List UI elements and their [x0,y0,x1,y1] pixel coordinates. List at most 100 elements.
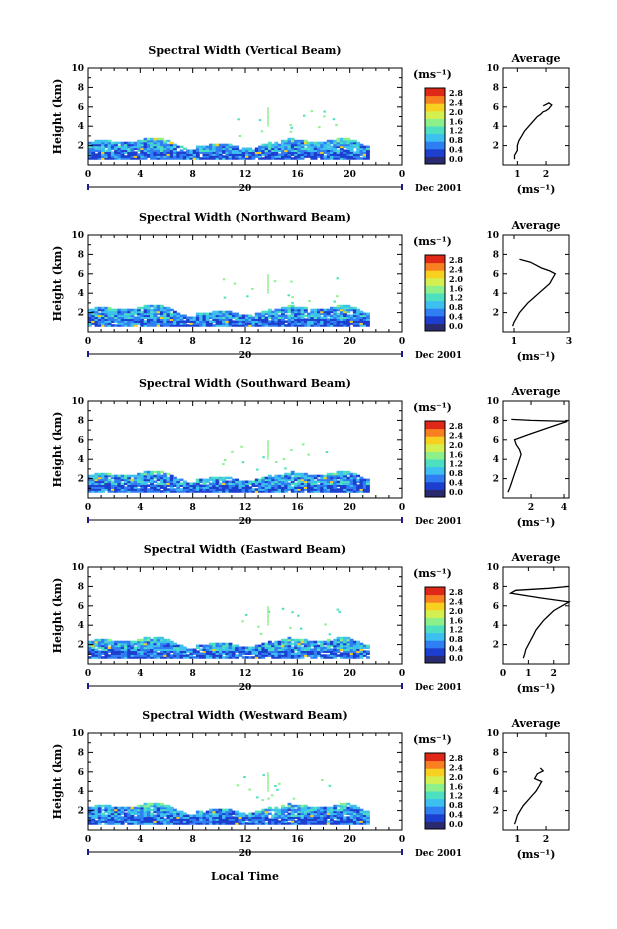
heatmap-cell [120,806,125,810]
heatmap-cell [313,656,318,659]
heatmap-cell [195,486,200,489]
heatmap-cell [317,320,321,323]
heatmap-cell [137,650,141,653]
heatmap-cell [153,141,158,145]
heatmap-cell [189,490,194,493]
heatmap-cell [362,318,367,321]
heatmap-cell [317,474,321,478]
heatmap-cell [133,650,138,653]
heatmap-cell [326,143,331,147]
heatmap-cell [107,320,112,323]
colorbar-frame [424,420,446,498]
heatmap-cell [124,324,128,327]
heatmap-cell [94,640,99,644]
heatmap-cell [297,648,302,652]
heatmap-cell [346,145,351,149]
heatmap-cell [248,820,253,823]
heatmap-cell [223,459,227,461]
heatmap-cell [339,316,344,320]
heatmap-cell [209,644,213,648]
heatmap-cell [176,320,181,323]
heatmap-cell [346,143,351,147]
heatmap-cell [143,141,148,145]
heatmap-cell [326,820,331,823]
heatmap-cell [146,814,151,818]
heatmap-cell [284,640,289,644]
heatmap-cell [336,308,341,312]
heatmap-cell [326,648,331,652]
heatmap-cell [277,486,282,489]
heatmap-cell [262,774,265,777]
heatmap-cell [222,463,225,466]
heatmap-cell [333,151,338,154]
heatmap-cell [310,312,315,316]
heatmap-cell [94,810,99,814]
profile-x-tick-label: 1 [511,337,517,347]
heatmap-cell [218,147,223,151]
heatmap-cell [241,314,246,318]
heatmap-cell [146,310,151,314]
heatmap-cell [120,484,125,487]
heatmap-cell [349,141,354,145]
colorbar-segment [425,148,445,157]
heatmap-cell [124,308,128,312]
heatmap-cell [127,650,132,653]
heatmap-cell [238,157,243,160]
heatmap-cell [160,322,164,325]
colorbar-tick-label: 2.8 [449,255,463,265]
heatmap-cell [241,646,246,650]
heatmap-cell [300,157,305,160]
heatmap-cell [356,822,361,825]
heatmap-cell [169,816,174,819]
heatmap-cell [307,476,311,480]
heatmap-cell [231,145,236,149]
heatmap-cell [333,147,338,151]
heatmap-cell [303,644,308,648]
heatmap-cell [241,818,246,821]
heatmap-cell [97,816,102,819]
heatmap-cell [228,490,233,493]
heatmap-cell [209,149,213,153]
heatmap-cell [222,320,226,323]
heatmap-cell [317,654,321,657]
heatmap-cell [326,151,331,154]
heatmap-cell [297,816,302,819]
heatmap-cell [146,153,151,156]
heatmap-cell [297,153,302,156]
heatmap-cell [97,149,102,153]
heatmap-cell [176,648,181,652]
heatmap-cell [303,814,308,818]
heatmap-cell [91,322,96,325]
heatmap-cell [120,642,125,646]
heatmap-cell [114,652,119,655]
heatmap-cell [267,784,269,787]
heatmap-cell [320,478,325,482]
heatmap-cell [238,320,243,323]
heatmap-cell [343,324,347,327]
heatmap-cell [258,650,262,653]
heatmap-cell [267,648,272,652]
heatmap-cell [156,646,161,650]
heatmap-cell [176,818,181,821]
heatmap-cell [140,316,145,320]
x-tick-label: 0 [399,337,405,347]
heatmap-cell [189,822,194,825]
heatmap-cell [284,147,289,151]
heatmap-cell [277,650,282,653]
heatmap-cell [349,314,354,318]
heatmap-cell [310,314,315,318]
heatmap-cell [143,476,148,480]
heatmap-cell [284,320,289,323]
heatmap-cell [130,652,135,655]
heatmap-cell [199,316,204,320]
heatmap-cell [101,640,105,644]
heatmap-cell [127,474,132,478]
heatmap-cell [110,324,115,327]
heatmap-cell [212,314,217,318]
heatmap-cell [264,310,269,314]
profile-line [507,418,568,493]
heatmap-cell [225,153,230,156]
panel-5: Spectral Width (Westward Beam)108642Heig… [51,709,570,861]
heatmap-cell [150,324,154,327]
heatmap-cell [146,818,151,821]
